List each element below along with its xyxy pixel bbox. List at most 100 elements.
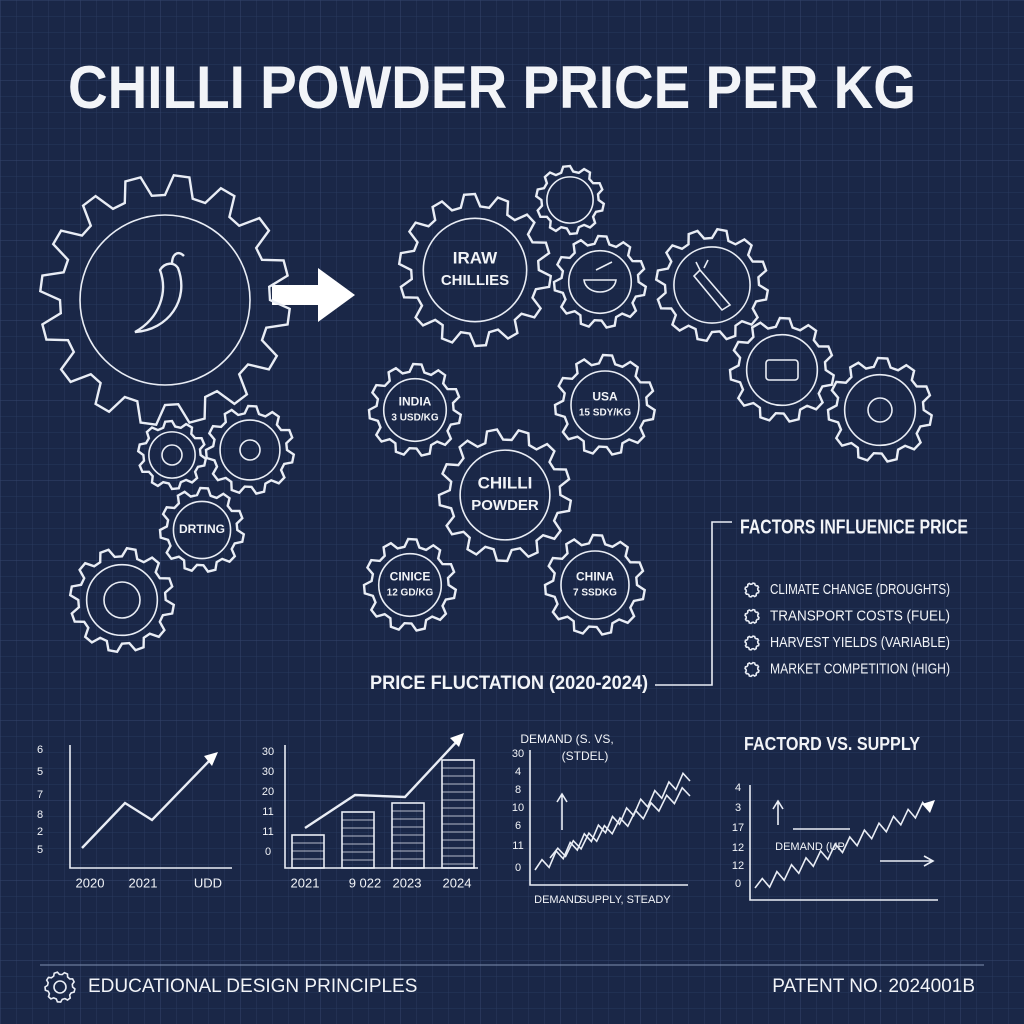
factor-item: TRANSPORT COSTS (FUEL) — [770, 607, 950, 624]
gear — [826, 356, 934, 463]
chart-title: (STDEL) — [562, 749, 609, 763]
x-tick-label: 2021 — [129, 875, 158, 890]
connector — [655, 521, 732, 686]
gear-hub — [161, 444, 183, 466]
y-tick-label: 12 — [732, 842, 744, 854]
y-tick-label: 12 — [732, 860, 744, 872]
y-tick-label: 5 — [37, 766, 43, 778]
y-tick-label: 11 — [512, 840, 523, 852]
gear — [437, 428, 573, 563]
up-arrow — [772, 799, 784, 825]
title: CHILLI POWDER PRICE PER KG — [68, 54, 916, 121]
gear-label: POWDER — [471, 497, 539, 514]
x-tick-label: DEMAND — [534, 894, 582, 906]
y-tick-label: 2 — [37, 826, 43, 838]
y-tick-label: 17 — [732, 822, 744, 834]
chart-title: FACTORD VS. SUPPLY — [744, 734, 920, 754]
gear — [552, 234, 648, 329]
gear — [38, 173, 292, 427]
factor-item: CLIMATE CHANGE (DROUGHTS) — [770, 581, 950, 598]
trend-line — [81, 757, 213, 849]
y-tick-label: 3 — [735, 802, 741, 814]
gear-ring — [459, 449, 551, 541]
gear-label: CHILLIES — [441, 272, 509, 289]
right-arrow — [880, 855, 935, 867]
gear-label: 15 SDY/KG — [579, 407, 631, 418]
gear — [367, 362, 463, 457]
x-tick-label: UDD — [194, 875, 222, 890]
trend-line — [304, 737, 461, 830]
y-tick-label: 8 — [515, 784, 521, 796]
bowl-icon — [583, 261, 617, 293]
gear — [362, 537, 458, 632]
y-tick-label: 4 — [515, 766, 521, 778]
y-tick-label: 30 — [512, 748, 524, 760]
factor-bullet — [744, 635, 760, 651]
gear — [553, 353, 657, 456]
gear-ring — [546, 176, 594, 224]
x-tick-label: 2024 — [443, 875, 472, 890]
x-tick-label: 2020 — [76, 875, 105, 890]
gear-label: DRTING — [179, 522, 225, 536]
footer-gear-hub — [53, 980, 67, 994]
bar — [441, 759, 475, 869]
gear-ring — [85, 563, 159, 637]
gear — [397, 192, 553, 348]
gear-ring — [377, 552, 443, 618]
arrow-head — [450, 733, 464, 747]
gear-label: IRAW — [453, 248, 498, 267]
gear-hub — [867, 397, 893, 423]
gear-ring — [570, 370, 640, 440]
trend-line — [549, 786, 691, 859]
gear-ring — [148, 431, 196, 479]
y-tick-label: 6 — [37, 744, 43, 756]
factor-item: HARVEST YIELDS (VARIABLE) — [770, 634, 950, 651]
gear-ring — [422, 217, 528, 323]
trend-line — [754, 801, 931, 889]
gear — [543, 533, 647, 636]
arrow — [272, 268, 355, 322]
x-tick-label: 2021 — [291, 875, 320, 890]
x-tick-label: 9 022 — [349, 875, 382, 890]
y-tick-label: 8 — [37, 809, 43, 821]
gear-hub — [239, 439, 261, 461]
gear-label: CHINA — [576, 569, 614, 583]
gear-ring — [567, 249, 633, 315]
axis — [69, 745, 232, 869]
gear-label: INDIA — [399, 394, 432, 408]
gear-ring — [673, 246, 751, 324]
chart-title: DEMAND (S. VS, — [520, 732, 613, 746]
y-tick-label: 20 — [262, 786, 274, 798]
gear — [654, 227, 770, 343]
y-tick-label: 0 — [735, 878, 741, 890]
arrow-head — [922, 800, 935, 813]
axis — [749, 785, 938, 901]
footer-gear — [44, 971, 76, 1003]
gear-ring — [79, 214, 251, 386]
carrot-icon — [692, 259, 732, 312]
fluctuation-label: PRICE FLUCTATION (2020-2024) — [370, 673, 648, 694]
gear-label: 12 GD/KG — [387, 587, 434, 598]
gear-label: 3 USD/KG — [391, 412, 438, 423]
y-tick-label: 10 — [512, 802, 524, 814]
gear-label: CHILLI — [478, 473, 533, 492]
gear-ring — [843, 373, 917, 447]
up-arrow — [556, 792, 568, 830]
factor-bullet — [744, 608, 760, 625]
factor-item: MARKET COMPETITION (HIGH) — [770, 660, 950, 677]
y-tick-label: 4 — [735, 782, 741, 794]
gear-label: USA — [592, 389, 618, 403]
trend-line — [534, 771, 691, 871]
gear — [204, 404, 296, 495]
gear-hub — [103, 581, 141, 619]
gear — [136, 419, 208, 491]
gear-ring — [219, 419, 281, 481]
y-tick-label: 11 — [262, 826, 273, 838]
gear-label: CINICE — [390, 569, 431, 583]
bar — [391, 802, 425, 869]
gear — [68, 546, 176, 654]
y-tick-label: 6 — [515, 820, 521, 832]
gear-ring — [382, 377, 448, 443]
